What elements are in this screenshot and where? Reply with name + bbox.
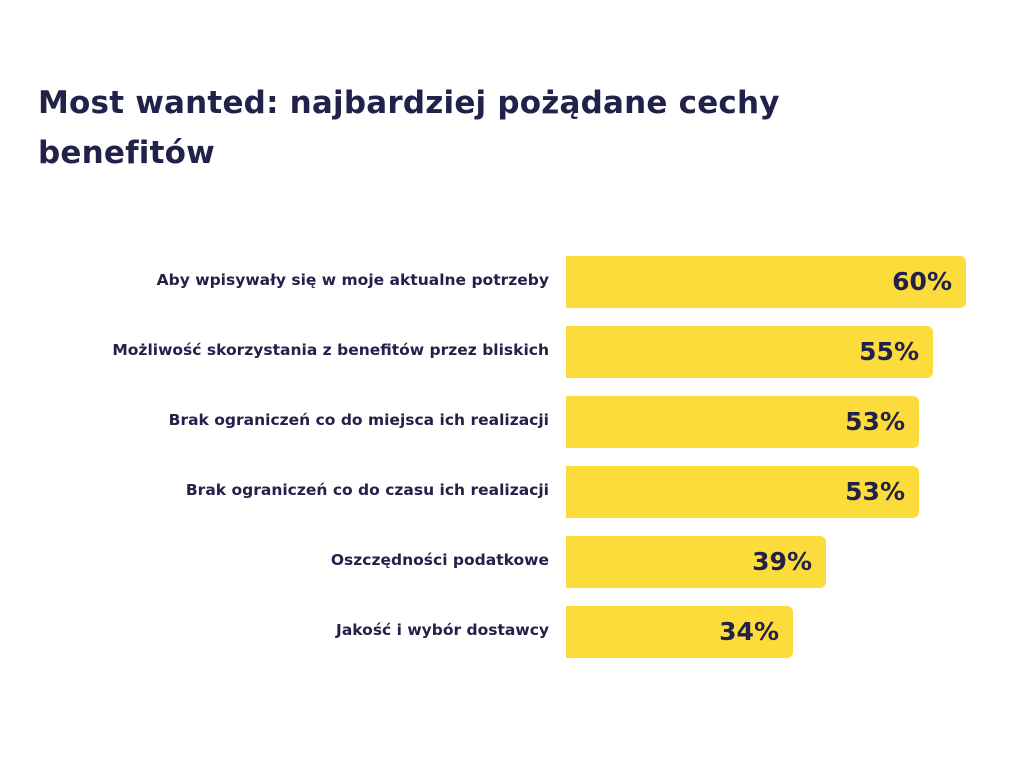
category-label: Aby wpisywały się w moje aktualne potrze… xyxy=(156,271,549,289)
chart-title: Most wanted: najbardziej pożądane cechy … xyxy=(38,85,780,171)
data-label: 53% xyxy=(845,407,905,436)
bar: 34% xyxy=(566,606,793,658)
data-label: 34% xyxy=(719,617,779,646)
bar: 53% xyxy=(566,466,919,518)
category-label: Brak ograniczeń co do miejsca ich realiz… xyxy=(168,411,549,429)
bar: 60% xyxy=(566,256,966,308)
data-label: 60% xyxy=(892,267,952,296)
bar: 55% xyxy=(566,326,933,378)
category-label: Brak ograniczeń co do czasu ich realizac… xyxy=(185,481,549,499)
category-label: Oszczędności podatkowe xyxy=(330,551,549,569)
data-label: 53% xyxy=(845,477,905,506)
category-label: Jakość i wybór dostawcy xyxy=(336,621,549,639)
data-label: 39% xyxy=(752,547,812,576)
category-label: Możliwość skorzystania z benefitów przez… xyxy=(112,341,549,359)
bar: 53% xyxy=(566,396,919,448)
data-label: 55% xyxy=(859,337,919,366)
bar: 39% xyxy=(566,536,826,588)
